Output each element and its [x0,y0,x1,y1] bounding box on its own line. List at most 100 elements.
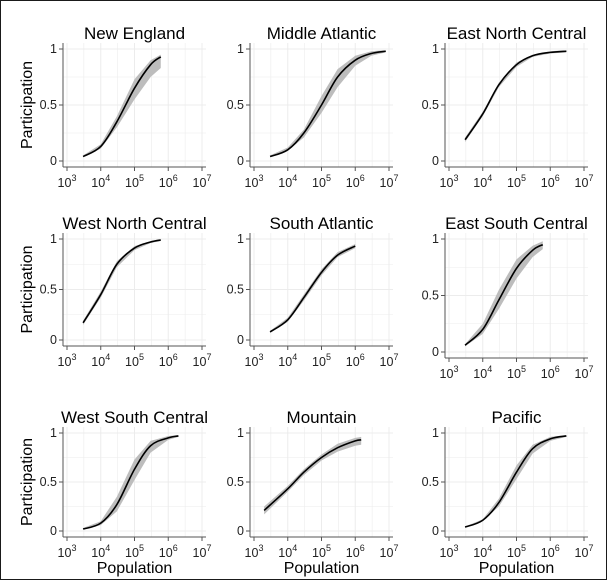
panel-title: South Atlantic [270,214,374,233]
y-tick-label: 0.5 [422,475,439,489]
panel-title: Pacific [491,408,542,427]
confidence-band [465,241,543,347]
confidence-band [264,436,362,515]
y-tick-label: 1 [237,426,244,440]
x-tick-label: 104 [473,364,492,381]
x-tick-label: 104 [473,173,492,190]
x-tick-label: 107 [193,352,212,369]
x-tick-label: 103 [440,173,459,190]
x-tick-label: 106 [159,543,178,560]
grid [63,233,206,346]
panel-title: West South Central [61,408,208,427]
x-axis-title: Population [97,560,173,577]
y-tick-label: 0 [432,154,439,168]
x-tick-label: 104 [473,543,492,560]
panel-title: Middle Atlantic [267,24,377,43]
confidence-band [83,54,161,158]
x-tick-label: 107 [380,543,399,560]
panel-new-england: 0 0.5 1 103 104 105 106 107 New England Participa… [19,24,211,190]
x-tick-label: 103 [440,364,459,381]
fitted-line [464,243,544,346]
grid [445,233,588,358]
confidence-band [270,244,356,333]
y-tick-label: 0 [432,345,439,359]
y-tick-label: 0 [237,154,244,168]
fitted-line [464,50,567,141]
panel-title: New England [84,24,185,43]
x-tick-label: 104 [91,543,110,560]
y-tick-label: 1 [432,232,439,246]
panel-south-atlantic: 0 0.5 1 103 104 105 106 107 South Atlantic [227,214,399,369]
x-tick-label: 106 [541,543,560,560]
x-tick-label: 107 [193,543,212,560]
x-tick-label: 107 [380,352,399,369]
x-tick-label: 103 [58,543,77,560]
grid [445,43,588,167]
y-tick-label: 0.5 [40,98,57,112]
x-tick-label: 104 [278,173,297,190]
x-axis-title: Population [284,560,360,577]
fitted-line [263,439,362,512]
y-tick-label: 0 [50,154,57,168]
x-tick-label: 107 [575,543,594,560]
x-tick-label: 103 [245,543,264,560]
y-tick-label: 1 [50,42,57,56]
confidence-band [465,434,567,528]
fitted-line [82,56,162,158]
y-tick-label: 0 [432,524,439,538]
y-tick-label: 0.5 [40,283,57,297]
y-tick-label: 1 [432,42,439,56]
x-tick-label: 105 [507,543,526,560]
panel-title: East South Central [445,214,588,233]
y-tick-label: 0 [237,333,244,347]
x-tick-label: 104 [91,352,110,369]
y-tick-label: 1 [50,232,57,246]
confidence-band [465,50,567,142]
y-tick-label: 0.5 [227,283,244,297]
x-tick-label: 104 [91,173,110,190]
y-tick-label: 0.5 [40,475,57,489]
x-tick-label: 105 [312,543,331,560]
x-tick-label: 106 [346,173,365,190]
x-tick-label: 103 [245,173,264,190]
fitted-line [269,50,386,158]
x-tick-label: 103 [58,173,77,190]
y-axis-title: Participation [19,245,36,333]
x-tick-label: 104 [278,352,297,369]
panel-east-north-central: 0 0.5 1 103 104 105 106 107 East North Central [422,24,594,190]
panel-title: Mountain [287,408,357,427]
x-tick-label: 106 [159,352,178,369]
confidence-band [83,239,161,325]
y-tick-label: 0.5 [422,289,439,303]
fitted-line [82,435,179,530]
y-tick-label: 1 [50,426,57,440]
y-tick-label: 0.5 [227,98,244,112]
panel-title: West North Central [62,214,206,233]
x-tick-label: 103 [440,543,459,560]
y-tick-label: 0 [50,524,57,538]
y-axis-title: Participation [19,438,36,526]
grid [445,427,588,537]
x-tick-label: 106 [159,173,178,190]
x-tick-label: 106 [541,173,560,190]
grid [63,427,206,537]
fitted-line [82,239,161,324]
panel-east-south-central: 0 0.5 1 103 104 105 106 107 East South Central [422,214,594,381]
grid [250,233,393,346]
x-axis-title: Population [479,560,555,577]
panel-middle-atlantic: 0 0.5 1 103 104 105 106 107 Middle Atlantic [227,24,399,190]
confidence-band [83,434,179,530]
x-tick-label: 106 [541,364,560,381]
x-tick-label: 107 [193,173,212,190]
y-axis-title: Participation [19,61,36,149]
y-tick-label: 0 [237,524,244,538]
grid [250,427,393,537]
x-tick-label: 107 [380,173,399,190]
grid [250,43,393,167]
x-tick-label: 105 [125,173,144,190]
y-tick-label: 1 [432,426,439,440]
panel-title: East North Central [447,24,587,43]
panel-west-south-central: 0 0.5 1 103 104 105 106 107 West South Central Pa… [19,408,211,577]
